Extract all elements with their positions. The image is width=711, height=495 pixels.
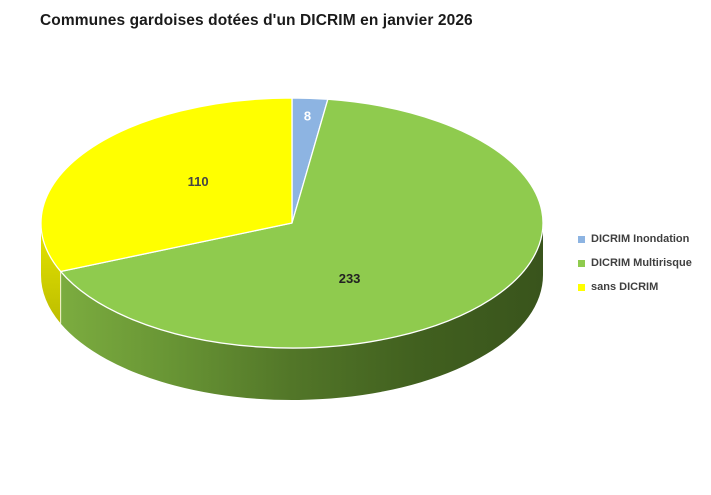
data-label-sans-dicrim: 110 xyxy=(188,174,209,189)
pie-slice-sans-dicrim xyxy=(40,97,293,273)
legend-item-label: sans DICRIM xyxy=(591,281,659,293)
legend-item-label: DICRIM Inondation xyxy=(591,233,690,245)
legend-marker-icon xyxy=(578,283,585,291)
legend-marker-icon xyxy=(578,235,585,243)
chart-title: Communes gardoises dotées d'un DICRIM en… xyxy=(40,12,473,29)
legend-item-label: DICRIM Multirisque xyxy=(591,257,692,269)
legend-item-sans-dicrim: sans DICRIM xyxy=(578,275,692,299)
legend-item-dicrim-inondation: DICRIM Inondation xyxy=(578,227,692,251)
pie-slice-side-dicrim-multirisque xyxy=(60,223,544,401)
legend-marker-icon xyxy=(578,259,585,267)
legend-item-dicrim-multirisque: DICRIM Multirisque xyxy=(578,251,692,275)
data-label-dicrim-multirisque: 233 xyxy=(339,271,361,286)
data-label-dicrim-inondation: 8 xyxy=(304,108,311,123)
legend: DICRIM Inondation DICRIM Multirisque sans … xyxy=(578,227,692,299)
pie-slice-dicrim-multirisque xyxy=(59,98,544,349)
